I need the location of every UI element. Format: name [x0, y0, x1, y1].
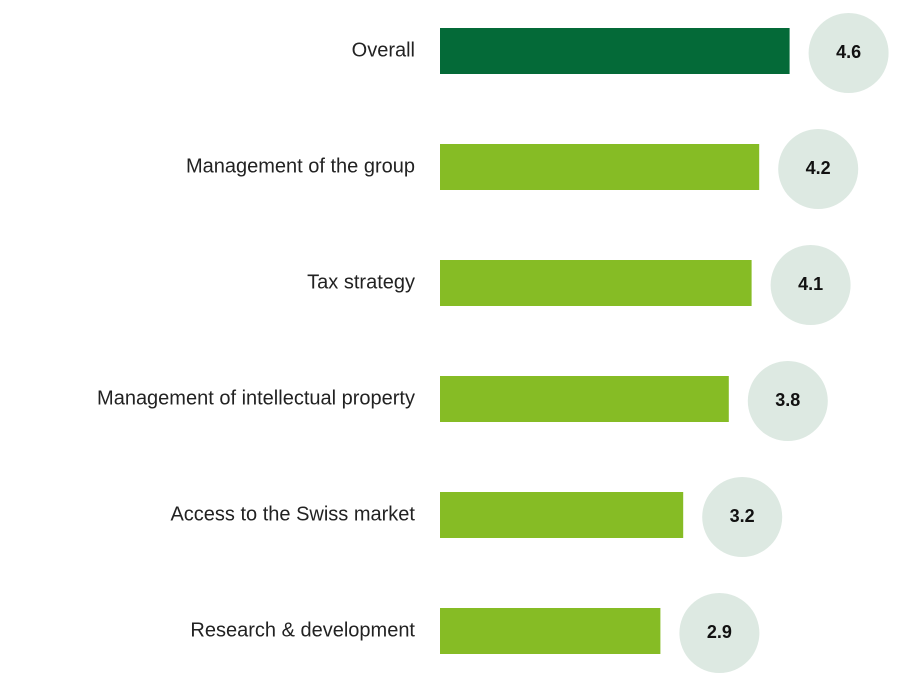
value-label: 4.1 [798, 274, 823, 294]
bar [440, 376, 729, 422]
value-bubble [778, 129, 859, 209]
value-bubble [747, 361, 828, 441]
category-label: Access to the Swiss market [170, 503, 415, 525]
value-label: 2.9 [707, 622, 732, 642]
bar [440, 492, 684, 538]
value-bubble [770, 245, 851, 325]
value-bubble [702, 477, 783, 557]
bar [440, 260, 752, 306]
value-label: 3.2 [730, 506, 755, 526]
category-label: Management of the group [186, 155, 415, 177]
category-label: Research & development [190, 619, 415, 641]
category-label: Management of intellectual property [97, 387, 415, 409]
value-bubble [808, 13, 889, 93]
value-label: 4.6 [836, 42, 861, 62]
bar [440, 144, 760, 190]
bar [440, 28, 790, 74]
value-label: 4.2 [806, 158, 831, 178]
category-label: Overall [352, 39, 415, 61]
value-bubble [679, 593, 760, 673]
value-label: 3.8 [775, 390, 800, 410]
category-label: Tax strategy [307, 271, 415, 293]
bar [440, 608, 661, 654]
